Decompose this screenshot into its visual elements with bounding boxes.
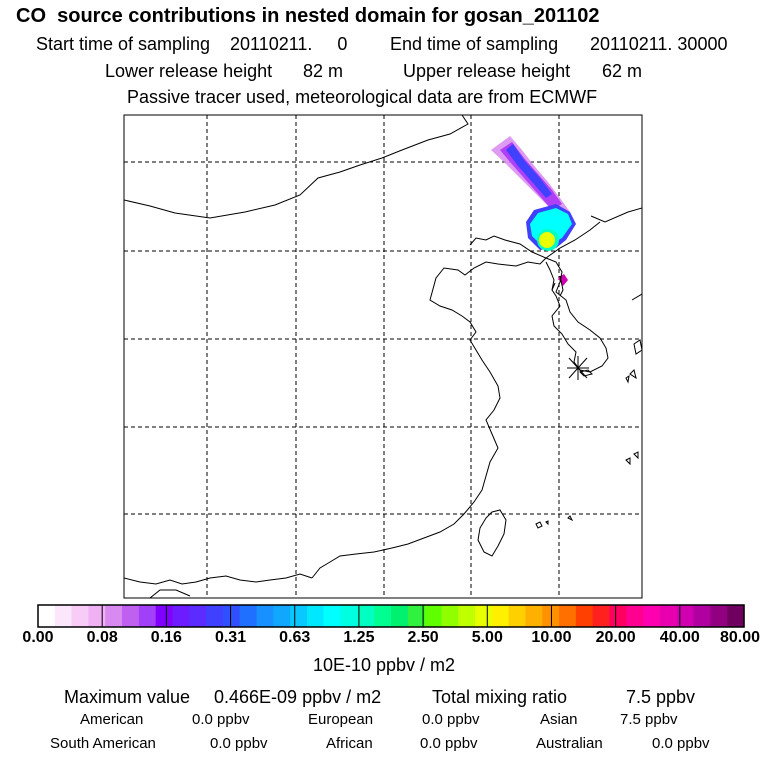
colorbar-cell <box>323 605 342 627</box>
region-name: Australian <box>536 735 603 752</box>
region-value: 0.0 ppbv <box>652 735 710 752</box>
colorbar-cell <box>491 605 510 627</box>
region-value: 0.0 ppbv <box>422 711 480 728</box>
colorbar-tick-label: 2.50 <box>407 629 439 646</box>
region-name: African <box>326 735 373 752</box>
colorbar-cell <box>189 605 207 627</box>
colorbar-cell <box>222 605 241 627</box>
colorbar-cell <box>475 605 493 627</box>
colorbar-cell <box>239 605 258 627</box>
colorbar-tick-label: 0.16 <box>150 629 182 646</box>
colorbar-cell <box>122 605 140 627</box>
colorbar-tick-label: 0.00 <box>22 629 54 646</box>
colorbar-cell <box>340 605 358 627</box>
colorbar-cell <box>727 605 745 627</box>
max-value-label: Maximum value <box>64 687 191 707</box>
colorbar-cell <box>441 605 459 627</box>
region-value: 0.0 ppbv <box>210 735 268 752</box>
colorbar-tick-label: 10.00 <box>531 629 572 646</box>
grid-lines <box>124 115 642 598</box>
co-plume <box>491 136 576 286</box>
total-mixing-value: 7.5 ppbv <box>626 687 696 707</box>
colorbar-tick-label: 1.25 <box>343 629 375 646</box>
colorbar-tick-label: 0.31 <box>214 629 247 646</box>
colorbar-tick-label: 20.00 <box>595 629 636 646</box>
colorbar-tick-label: 5.00 <box>471 629 503 646</box>
colorbar-cell <box>206 605 224 627</box>
map-title: CO source contributions in nested domain… <box>16 5 600 27</box>
colorbar-cell <box>710 605 728 627</box>
colorbar-cell <box>105 605 123 627</box>
colorbar-cell <box>357 605 375 627</box>
colorbar-cell <box>643 605 661 627</box>
colorbar-cell <box>508 605 527 627</box>
max-value: 0.466E-09 ppbv / m2 <box>214 687 382 707</box>
colorbar-cell <box>676 605 695 627</box>
colorbar-cell <box>525 605 543 627</box>
colorbar-cell <box>273 605 291 627</box>
colorbar-cell <box>256 605 274 627</box>
colorbar-cell <box>290 605 308 627</box>
colorbar-units: 10E-10 ppbv / m2 <box>312 655 456 675</box>
lower-height-value: 82 m <box>303 61 344 81</box>
region-value: 0.0 ppbv <box>192 711 250 728</box>
end-time-label: End time of sampling <box>390 34 559 54</box>
region-value: 0.0 ppbv <box>420 735 478 752</box>
lower-height-label: Lower release height <box>105 61 273 81</box>
colorbar-cell <box>609 605 627 627</box>
end-time-value: 20110211. 30000 <box>590 34 728 54</box>
colorbar-frame <box>37 604 745 628</box>
colorbar-cell <box>306 605 325 627</box>
colorbar-cell <box>659 605 678 627</box>
colorbar-cell <box>54 605 73 627</box>
colorbar-cell <box>626 605 644 627</box>
colorbar-cell <box>138 605 157 627</box>
colorbar-cell <box>71 605 90 627</box>
region-value: 7.5 ppbv <box>620 711 678 728</box>
colorbar-cell <box>391 605 409 627</box>
region-name: European <box>308 711 374 728</box>
tracer-note: Passive tracer used, meteorological data… <box>127 87 598 107</box>
asterisk-icon <box>567 356 589 380</box>
region-name: Asian <box>540 711 578 728</box>
colorbar-cell <box>575 605 594 627</box>
region-name: American <box>80 711 144 728</box>
colorbar-cell <box>458 605 476 627</box>
map-frame <box>123 114 643 599</box>
colorbar-tick-label: 40.00 <box>659 629 700 646</box>
colorbar-cell <box>424 605 443 627</box>
colorbar-tick-label: 0.63 <box>279 629 311 646</box>
coastlines <box>124 115 642 598</box>
upper-height-label: Upper release height <box>403 61 571 81</box>
colorbar-cell <box>172 605 190 627</box>
upper-height-value: 62 m <box>602 61 643 81</box>
colorbar-cell <box>407 605 426 627</box>
colorbar-cell <box>38 605 56 627</box>
region-name: South American <box>50 735 156 752</box>
colorbar-tick-label: 0.08 <box>86 629 118 646</box>
colorbar-cell <box>559 605 577 627</box>
start-time-label: Start time of sampling <box>36 34 211 54</box>
colorbar-tick-label: 80.00 <box>719 629 761 646</box>
colorbar-cell <box>693 605 711 627</box>
colorbar-cell <box>374 605 392 627</box>
colorbar-cell <box>155 605 174 627</box>
start-time-value: 20110211. 0 <box>230 34 348 54</box>
colorbar-cell <box>592 605 611 627</box>
total-mixing-label: Total mixing ratio <box>432 687 568 707</box>
colorbar-cell <box>88 605 106 627</box>
